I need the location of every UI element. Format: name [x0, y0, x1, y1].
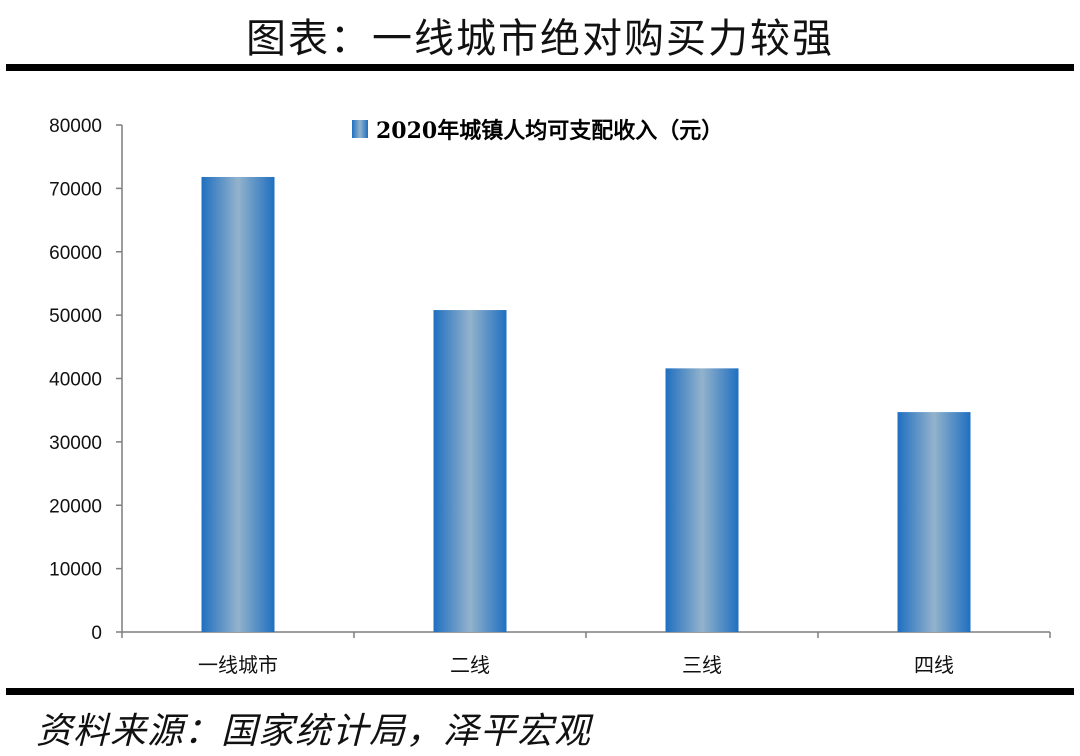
y-axis: 0 10000 20000 30000 40000 50000 60000 70000 8000…	[49, 116, 123, 644]
x-category-label: 一线城市	[198, 653, 278, 677]
y-tick-label: 60000	[49, 243, 102, 264]
x-category-label: 四线	[914, 653, 954, 677]
bar	[201, 176, 275, 632]
y-tick-label: 40000	[49, 370, 102, 391]
bars	[201, 176, 971, 632]
legend: 2020年城镇人均可支配收入（元）	[352, 118, 723, 144]
income-bar-chart: 0 10000 20000 30000 40000 50000 60000 70000 8000…	[49, 116, 1051, 677]
bar	[665, 368, 739, 632]
y-tick-label: 10000	[49, 560, 102, 581]
legend-swatch	[352, 120, 368, 138]
y-tick-label: 30000	[49, 433, 102, 454]
x-category-label: 二线	[450, 653, 490, 677]
y-tick-label: 70000	[49, 179, 102, 200]
source-note: 资料来源：国家统计局，泽平宏观	[36, 711, 592, 752]
y-tick-label: 20000	[49, 496, 102, 517]
bottom-divider	[6, 688, 1074, 695]
y-tick-label: 80000	[49, 116, 102, 137]
bar	[433, 310, 507, 632]
bar	[897, 412, 971, 632]
x-axis: 一线城市 二线 三线 四线	[121, 631, 1051, 677]
top-divider	[6, 64, 1074, 71]
page-title: 图表：一线城市绝对购买力较强	[246, 16, 834, 62]
y-tick-label: 0	[91, 623, 102, 644]
x-category-label: 三线	[682, 653, 722, 677]
legend-label: 2020年城镇人均可支配收入（元）	[376, 118, 723, 144]
y-tick-label: 50000	[49, 306, 102, 327]
